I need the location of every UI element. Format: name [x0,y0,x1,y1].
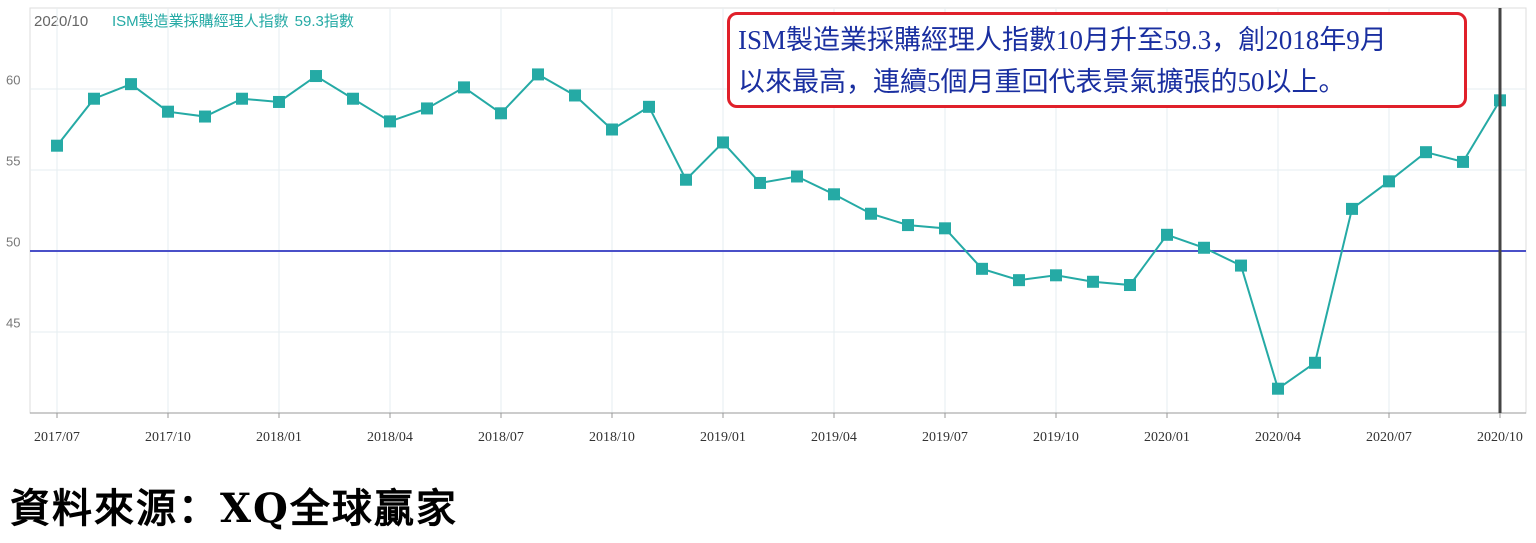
data-point [643,100,655,113]
data-point [1420,146,1432,159]
data-point [1235,259,1247,272]
x-tick-label: 2020/01 [1144,430,1190,445]
data-point [1309,356,1321,369]
x-tick-label: 2017/10 [145,430,191,445]
x-tick-label: 2019/04 [811,430,857,445]
data-point [1346,202,1358,215]
x-tick-label: 2018/10 [589,430,635,445]
series-line [56,73,1501,391]
data-point [791,170,803,183]
data-point [236,92,248,105]
data-point [88,92,100,105]
data-point [125,78,137,91]
data-point [717,136,729,149]
y-tick-label: 60 [6,72,20,87]
data-point [1124,279,1136,292]
data-point [1198,241,1210,254]
data-point [569,89,581,102]
data-point [1087,275,1099,288]
data-point [384,115,396,128]
source: 資料來源：XQ全球贏家 [10,485,458,532]
header-series: ISM製造業採購經理人指數 [112,13,289,30]
x-tick-label: 2018/07 [478,430,524,445]
data-point [162,105,174,118]
data-point [51,139,63,152]
data-point [532,68,544,81]
data-point [347,92,359,105]
x-tick-label: 2020/04 [1255,430,1301,445]
x-tick-label: 2019/01 [700,430,746,445]
x-tick-label: 2020/07 [1366,430,1412,445]
header-date: 2020/10 [34,13,88,30]
data-point [421,102,433,115]
data-point [902,219,914,232]
data-point [273,95,285,108]
data-point [1013,274,1025,287]
annotation-line: ISM製造業採購經理人指數10月升至59.3，創2018年9月 [738,25,1387,55]
data-point [1161,228,1173,241]
data-point [1050,269,1062,282]
header-value: 59.3指數 [295,13,354,30]
data-point [606,123,618,136]
x-tick-label: 2018/04 [367,430,413,445]
data-point [495,107,507,120]
data-point [976,262,988,275]
y-tick-label: 55 [6,153,20,168]
x-tick-label: 2017/07 [34,430,80,445]
x-tick-label: 2018/01 [256,430,302,445]
y-tick-label: 50 [6,234,20,249]
data-point [458,81,470,94]
data-point [939,222,951,235]
annotation-box: ISM製造業採購經理人指數10月升至59.3，創2018年9月 以來最高，連續5… [727,12,1467,108]
data-point [199,110,211,123]
annotation-line: 以來最高，連續5個月重回代表景氣擴張的50以上。 [738,67,1346,97]
data-point [1272,382,1284,395]
data-point [828,188,840,201]
data-point [310,70,322,83]
data-point [1383,175,1395,188]
x-tick-label: 2019/07 [922,430,968,445]
data-point [680,173,692,186]
data-point [1457,155,1469,168]
x-tick-label: 2019/10 [1033,430,1079,445]
y-tick-label: 45 [6,315,20,330]
data-point [865,207,877,220]
data-point [754,176,766,189]
x-tick-label: 2020/10 [1477,430,1523,445]
